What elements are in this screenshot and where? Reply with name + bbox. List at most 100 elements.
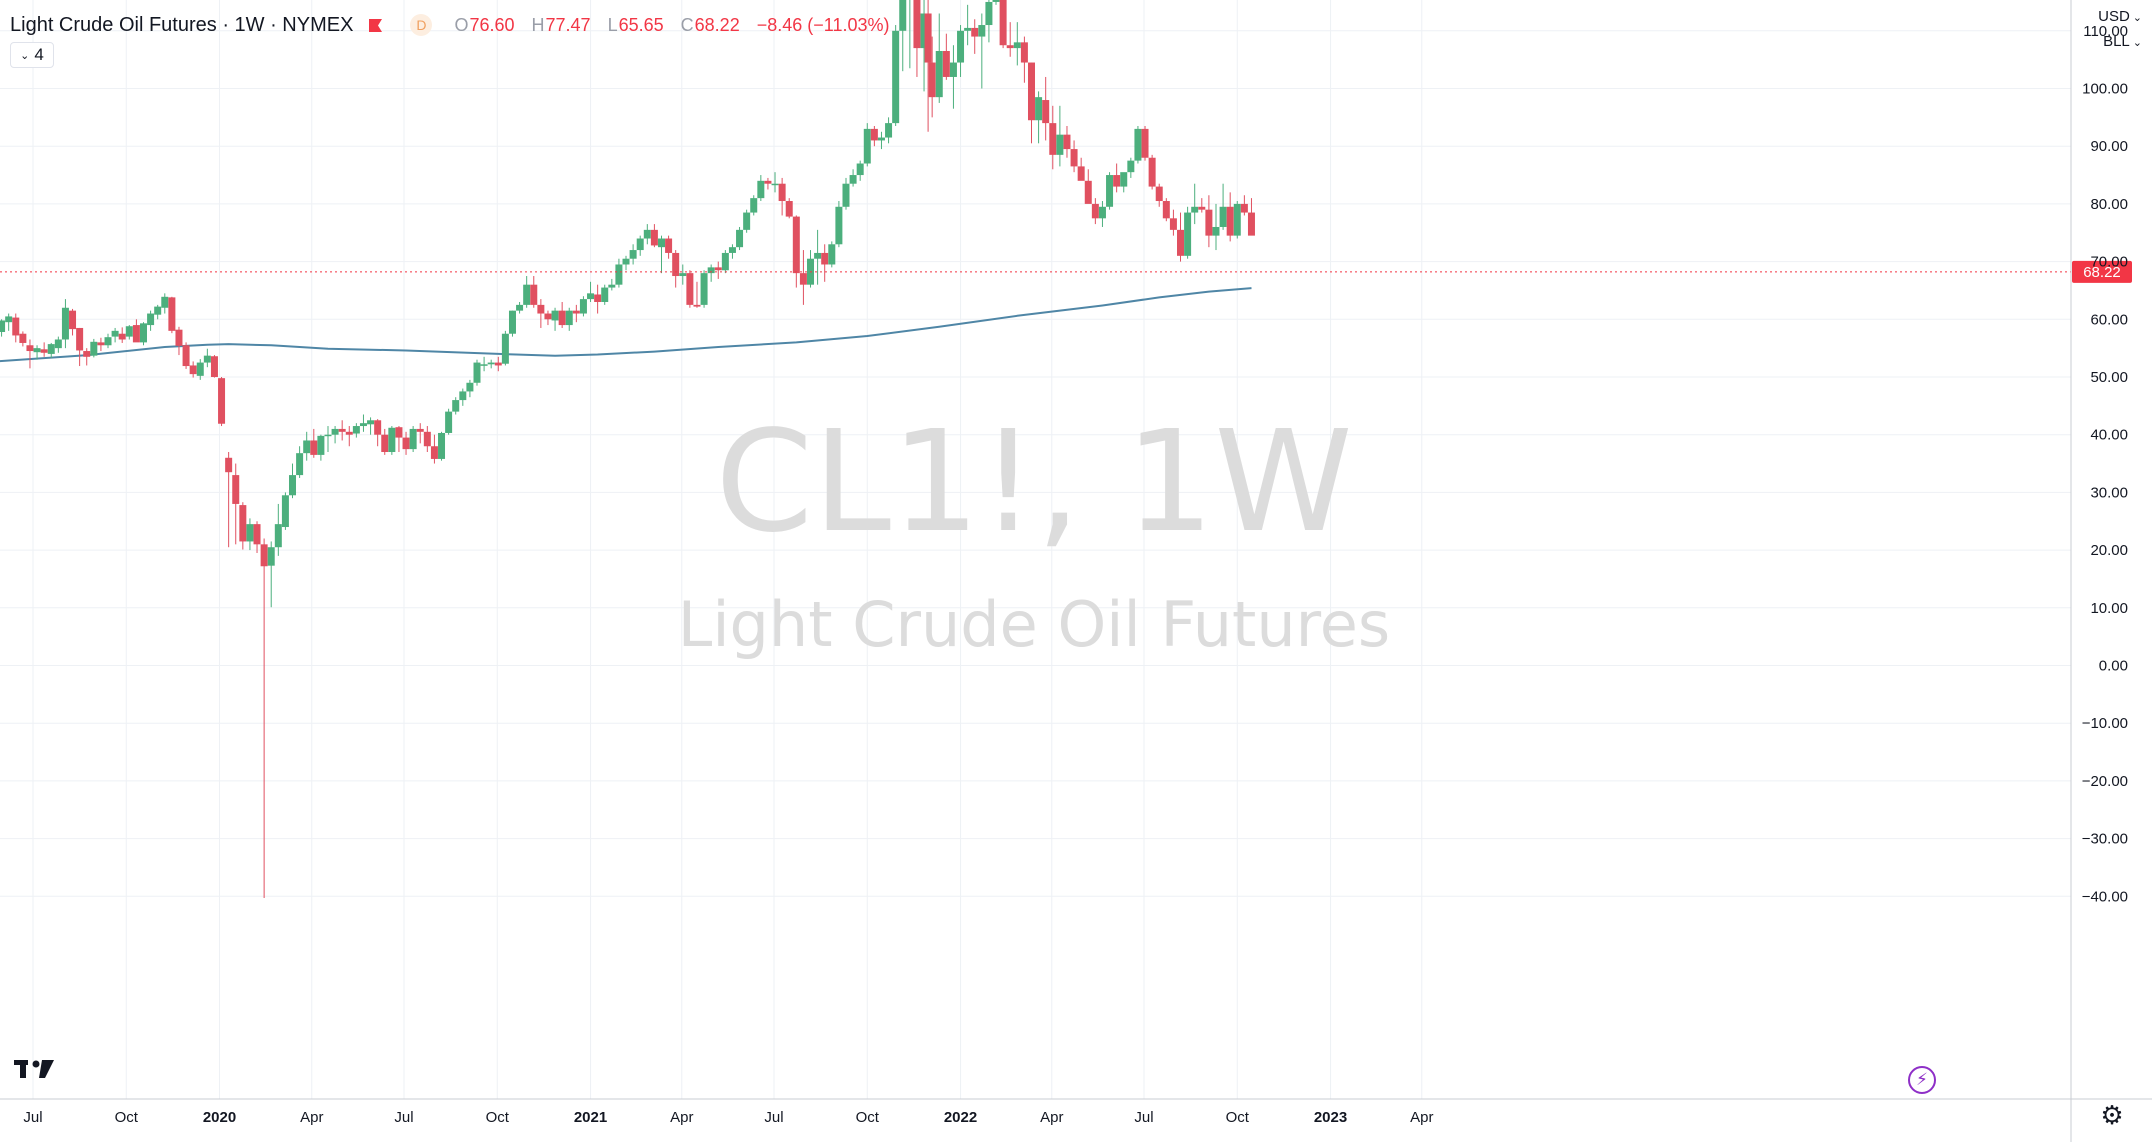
candle-body [1020, 42, 1028, 63]
candle [565, 307, 573, 331]
candle-body [686, 273, 694, 305]
candle [558, 301, 566, 328]
candle-body [97, 342, 105, 346]
candle [771, 172, 779, 193]
candle-body [657, 238, 665, 248]
candle [1084, 169, 1092, 204]
candle [679, 264, 687, 285]
x-tick-label: Apr [300, 1109, 323, 1126]
candle-body [430, 446, 438, 459]
gear-icon[interactable]: ⚙ [2100, 1099, 2124, 1130]
candle-body [672, 252, 680, 277]
low-value: 65.65 [618, 14, 664, 35]
candle [693, 281, 701, 308]
data-source-badge[interactable]: D [410, 14, 433, 36]
candle [665, 235, 673, 259]
candle [999, 0, 1007, 49]
candle [523, 276, 531, 308]
y-tick-label: −20.00 [2082, 773, 2128, 790]
candle-body [1155, 186, 1163, 202]
candle [1020, 36, 1028, 83]
candle [909, 0, 911, 69]
candle [118, 327, 126, 343]
candle [892, 25, 900, 127]
candle-body [19, 333, 27, 343]
candle [0, 319, 6, 337]
candle-body [210, 356, 218, 377]
candle [622, 255, 630, 271]
candle-body [189, 365, 197, 375]
candle [246, 518, 254, 551]
candle [608, 278, 616, 291]
unit-selector[interactable]: BLL ⌄ [2103, 33, 2142, 50]
candle-body [1127, 160, 1135, 173]
candle [452, 397, 460, 415]
candle-body [544, 313, 552, 320]
candle-body [296, 453, 304, 476]
candle-body [459, 391, 467, 401]
candle [189, 361, 197, 378]
candle [381, 428, 389, 455]
candle [1120, 172, 1128, 193]
lightning-icon[interactable]: ⚡ [1908, 1066, 1936, 1094]
candle [877, 131, 885, 150]
candle-body [69, 310, 77, 330]
candle-body [1177, 229, 1185, 256]
candle-body [1120, 172, 1128, 187]
candle [964, 4, 972, 46]
candle [856, 160, 864, 181]
candle-body [1184, 212, 1192, 256]
candle [388, 426, 396, 455]
candle-body [1006, 45, 1014, 49]
candle-body [76, 327, 84, 351]
candle-body [863, 128, 871, 164]
candle [1155, 183, 1163, 207]
candle [1013, 22, 1021, 66]
candle-body [253, 524, 261, 545]
x-tick-label: Oct [115, 1109, 139, 1126]
candle-body [54, 339, 62, 349]
candle-body [707, 267, 715, 274]
candle [643, 224, 651, 245]
candle [1212, 203, 1220, 251]
candle-body [26, 345, 34, 352]
candle [736, 226, 744, 251]
candle [700, 270, 708, 308]
candle [949, 45, 957, 109]
candle [572, 304, 580, 323]
tradingview-logo-icon[interactable] [14, 1058, 58, 1080]
candle-body [225, 457, 233, 473]
candle [69, 308, 77, 336]
candle [985, 0, 993, 43]
currency-selector[interactable]: USD ⌄ [2098, 8, 2142, 25]
candle [232, 463, 240, 545]
candle-body [402, 437, 410, 450]
candle-body [892, 30, 900, 124]
candle [225, 452, 233, 548]
candle [1106, 172, 1114, 210]
candle-body [1191, 206, 1199, 213]
candle-body [47, 344, 55, 354]
indicators-toggle-button[interactable]: ⌄ 4 [10, 42, 54, 68]
candle [650, 224, 658, 248]
candle-body [118, 333, 126, 340]
candle-body [1162, 201, 1170, 219]
candle-body [913, 0, 921, 49]
candle-body [821, 252, 829, 265]
candle [47, 342, 55, 358]
candle-body [182, 345, 190, 367]
candle-body [83, 351, 91, 357]
flag-icon[interactable] [367, 17, 384, 34]
symbol-title[interactable]: Light Crude Oil Futures · 1W · NYMEX [10, 13, 354, 36]
x-tick-label: Jul [764, 1109, 783, 1126]
candle-body [1148, 157, 1156, 187]
candle [1184, 206, 1192, 259]
candle-body [1205, 209, 1213, 236]
y-tick-label: 0.00 [2099, 658, 2128, 675]
candle-body [274, 524, 282, 548]
candle-body [594, 294, 602, 302]
x-tick-label: Oct [856, 1109, 880, 1126]
y-tick-label: 70.00 [2090, 254, 2128, 271]
candle-body [714, 267, 722, 271]
